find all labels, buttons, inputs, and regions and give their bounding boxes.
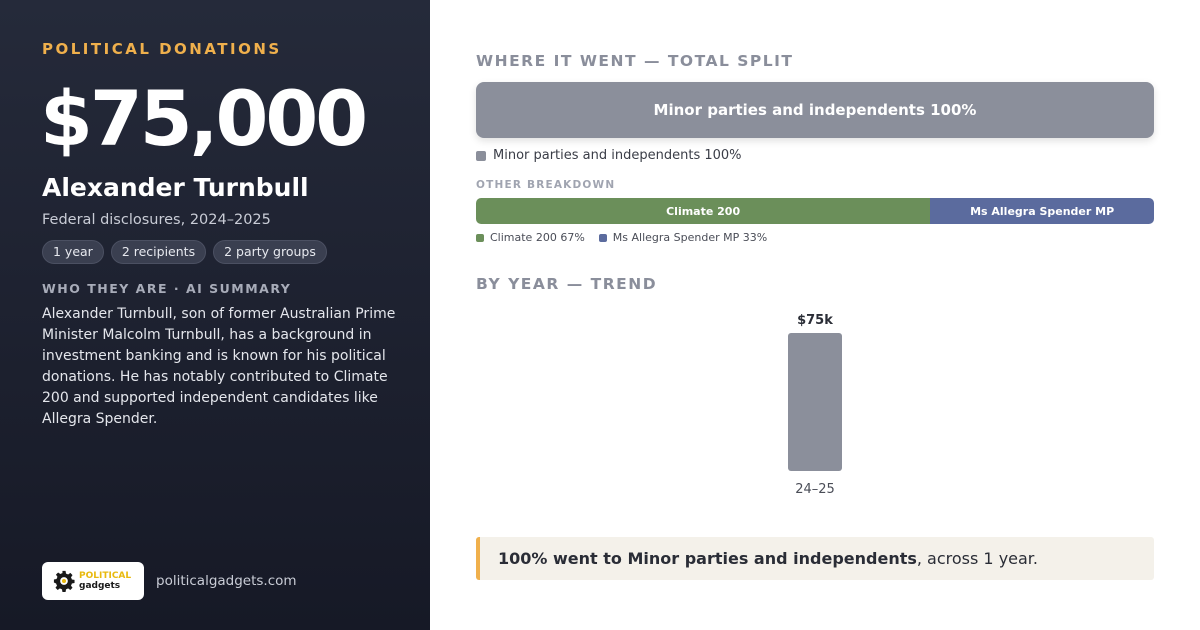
split-title: WHERE IT WENT — TOTAL SPLIT <box>476 52 794 70</box>
other-breakdown-label: OTHER BREAKDOWN <box>476 179 616 191</box>
profile-panel: POLITICAL DONATIONS $75,000 Alexander Tu… <box>0 0 430 630</box>
eyebrow-label: POLITICAL DONATIONS <box>42 40 282 58</box>
trend-data-label-0: $75k <box>797 313 833 328</box>
breakdown-panel: WHERE IT WENT — TOTAL SPLIT Minor partie… <box>430 0 1200 630</box>
logo-line-1: POLITICAL <box>79 571 132 581</box>
logo-line-2: gadgets <box>79 581 121 591</box>
donor-name: Alexander Turnbull <box>42 173 309 202</box>
segment-allegra-spender: Ms Allegra Spender MP <box>930 198 1154 224</box>
legend-item-allegra-spender: Ms Allegra Spender MP 33% <box>598 231 767 244</box>
split-legend: Minor parties and independents 100% <box>476 148 742 163</box>
split-bar-label: Minor parties and independents 100% <box>653 101 977 119</box>
legend-swatch <box>476 233 484 242</box>
total-split-bar: Minor parties and independents 100% <box>476 82 1154 138</box>
total-amount: $75,000 <box>40 74 368 163</box>
other-breakdown-bar: Climate 200 Ms Allegra Spender MP <box>476 198 1154 224</box>
segment-climate-200: Climate 200 <box>476 198 931 224</box>
trend-title: BY YEAR — TREND <box>476 275 658 293</box>
chip-party-groups: 2 party groups <box>213 240 327 264</box>
gear-icon <box>53 570 75 592</box>
trend-tick-label-0: 24–25 <box>795 482 835 497</box>
trend-chart: $75k 24–25 <box>788 313 842 497</box>
summary-callout: 100% went to Minor parties and independe… <box>476 537 1154 580</box>
site-url[interactable]: politicalgadgets.com <box>156 573 297 589</box>
summary-heading: WHO THEY ARE · AI SUMMARY <box>42 281 292 296</box>
split-legend-label: Minor parties and independents 100% <box>493 148 742 163</box>
stat-chips: 1 year 2 recipients 2 party groups <box>42 240 327 264</box>
disclosure-period: Federal disclosures, 2024–2025 <box>42 212 271 228</box>
chip-recipients: 2 recipients <box>110 240 207 264</box>
legend-item-climate-200: Climate 200 67% <box>476 231 585 244</box>
trend-bar-0 <box>788 333 842 471</box>
summary-text: Alexander Turnbull, son of former Austra… <box>42 306 396 427</box>
legend-swatch <box>598 233 607 242</box>
other-legend: Climate 200 67% Ms Allegra Spender MP 33… <box>476 231 767 244</box>
legend-swatch <box>476 150 486 161</box>
callout-rest: , across 1 year. <box>916 549 1038 568</box>
chip-years: 1 year <box>42 240 104 264</box>
callout-bold: 100% went to Minor parties and independe… <box>498 549 917 568</box>
logo: POLITICAL gadgets <box>42 562 144 600</box>
